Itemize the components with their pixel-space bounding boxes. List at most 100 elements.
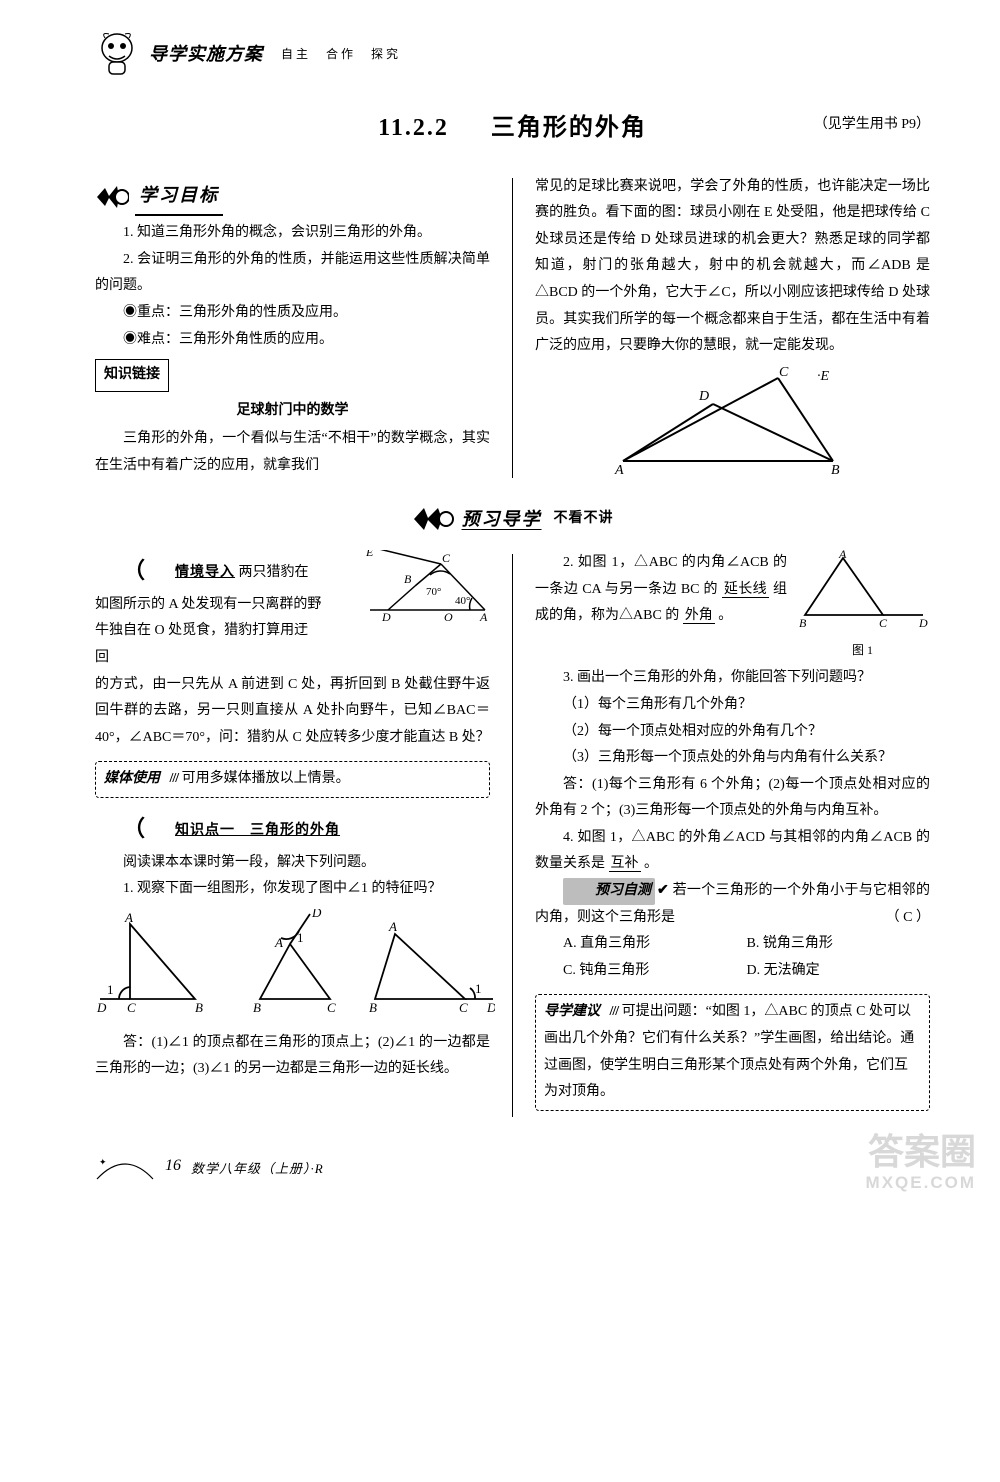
choices: A. 直角三角形 B. 锐角三角形 C. 钝角三角形 D. 无法确定 xyxy=(535,931,930,984)
kp1-head: 知识点一 三角形的外角 xyxy=(147,818,340,845)
svg-text:D: D xyxy=(311,909,322,920)
scene-block: A O D B C E 70° 40° （情境导入 两只猎豹在如图所示的 A 处… xyxy=(95,550,490,672)
svg-text:B: B xyxy=(831,463,840,476)
q2-block: A B C D 图 1 2. 如图 1，△ABC 的内角∠ACB 的一条边 CA… xyxy=(535,550,930,630)
q2-blank2: 外角 xyxy=(683,608,715,624)
svg-text:·E: ·E xyxy=(817,369,830,384)
svg-text:D: D xyxy=(698,389,709,404)
section-learning-goal: 学习目标 xyxy=(95,178,223,216)
slashes-icon: /// xyxy=(610,1004,619,1019)
scene-head: 情境导入 xyxy=(147,560,235,587)
self-test: 预习自测✔ 若一个三角形的一个外角小于与它相邻的内角，则这个三角形是 （ C ） xyxy=(535,878,930,931)
chapter-number: 11.2.2 xyxy=(378,115,449,141)
q3-p2: （2）每一个顶点处相对应的外角有几个？ xyxy=(535,719,930,746)
football-diagram: A B D C ·E xyxy=(603,366,863,476)
kl-right-para: 常见的足球比赛来说吧，学会了外角的性质，也许能决定一场比赛的胜负。看下面的图：球… xyxy=(535,174,930,360)
guide-box: 导学建议 /// 可提出问题：“如图 1，△ABC 的顶点 C 处可以画出几个外… xyxy=(535,994,930,1110)
lower-columns: A O D B C E 70° 40° （情境导入 两只猎豹在如图所示的 A 处… xyxy=(95,550,930,1121)
self-test-lead: 预习自测 xyxy=(563,878,655,905)
svg-text:A: A xyxy=(388,919,397,934)
book-sub: 自主 合作 探究 xyxy=(281,43,401,66)
svg-text:70°: 70° xyxy=(426,586,441,598)
media-lead: 媒体使用 xyxy=(104,771,160,786)
slashes-icon: /// xyxy=(170,771,179,786)
knowledge-link-sub: 足球射门中的数学 xyxy=(95,398,490,425)
chapter-title: 三角形的外角 xyxy=(491,115,647,141)
svg-text:A: A xyxy=(274,935,283,950)
choice-b: B. 锐角三角形 xyxy=(747,931,931,958)
ans1: 答：(1)∠1 的顶点都在三角形的顶点上；(2)∠1 的一边都是三角形的一边；(… xyxy=(95,1030,490,1083)
svg-text:C: C xyxy=(779,366,789,380)
column-separator xyxy=(512,554,513,1117)
svg-text:✦: ✦ xyxy=(99,1157,107,1167)
q3-p3: （3）三角形每一个顶点处的外角与内角有什么关系？ xyxy=(535,745,930,772)
goal-4: ◉难点：三角形外角性质的应用。 xyxy=(95,327,490,354)
media-text: 可用多媒体播放以上情景。 xyxy=(182,771,350,786)
svg-text:A: A xyxy=(479,610,488,622)
leopard-diagram: A O D B C E 70° 40° xyxy=(330,550,490,622)
paren-icon: （ xyxy=(123,816,145,841)
choice-a: A. 直角三角形 xyxy=(563,931,747,958)
kp1-p0: 阅读课本本课时第一段，解决下列问题。 xyxy=(95,850,490,877)
kp1-p1: 1. 观察下面一组图形，你发现了图中∠1 的特征吗？ xyxy=(95,876,490,903)
svg-text:C: C xyxy=(459,1000,468,1015)
page-ref: （见学生用书 P9） xyxy=(814,112,930,139)
book-header: 导学实施方案 自主 合作 探究 xyxy=(95,30,930,78)
preview-heading: 预习导学 xyxy=(462,502,542,536)
q3-p1: （1）每个三角形有几个外角？ xyxy=(535,692,930,719)
svg-text:D: D xyxy=(381,610,391,622)
svg-text:40°: 40° xyxy=(455,595,470,607)
burst-icon xyxy=(95,184,129,210)
upper-columns: 学习目标 1. 知道三角形外角的概念，会识别三角形的外角。 2. 会证明三角形的… xyxy=(95,174,930,482)
book-title: 导学实施方案 xyxy=(149,37,263,71)
svg-text:B: B xyxy=(253,1000,261,1015)
preview-tag: 不看不讲 xyxy=(554,506,614,533)
q4-a: 4. 如图 1，△ABC 的外角∠ACD 与其相邻的内角∠ACB 的数量关系是 xyxy=(535,830,930,872)
svg-text:B: B xyxy=(404,572,412,586)
paren-icon: （ xyxy=(123,558,145,583)
svg-text:D: D xyxy=(486,1000,495,1015)
knowledge-link-tag: 知识链接 xyxy=(95,359,169,392)
chapter-row: 11.2.2 三角形的外角 （见学生用书 P9） xyxy=(95,106,930,152)
footer-arc-icon: ✦ xyxy=(95,1157,155,1181)
goal-1: 1. 知道三角形外角的概念，会识别三角形的外角。 xyxy=(95,220,490,247)
q2-blank1: 延长线 xyxy=(722,582,769,598)
q3-p0: 3. 画出一个三角形的外角，你能回答下列问题吗？ xyxy=(535,665,930,692)
page-number: 16 xyxy=(165,1151,181,1181)
svg-text:C: C xyxy=(327,1000,336,1015)
fig1-caption: 图 1 xyxy=(795,639,930,662)
svg-text:A: A xyxy=(124,910,133,925)
self-test-ans: （ C ） xyxy=(858,905,930,932)
svg-text:C: C xyxy=(442,551,451,565)
q3-ans: 答：(1)每个三角形有 6 个外角；(2)每一个顶点处相对应的外角有 2 个；(… xyxy=(535,772,930,825)
svg-text:B: B xyxy=(195,1000,203,1015)
kl-left-para: 三角形的外角，一个看似与生活“不相干”的数学概念，其实在生活中有着广泛的应用，就… xyxy=(95,426,490,479)
q4-b: 。 xyxy=(644,856,658,871)
svg-text:1: 1 xyxy=(297,930,304,945)
svg-text:O: O xyxy=(444,610,453,622)
burst-icon xyxy=(412,506,454,532)
svg-text:C: C xyxy=(127,1000,136,1015)
goal-3: ◉重点：三角形外角的性质及应用。 xyxy=(95,300,490,327)
choice-c: C. 钝角三角形 xyxy=(563,958,747,985)
column-separator xyxy=(512,178,513,478)
preview-banner: 预习导学 不看不讲 xyxy=(95,502,930,536)
svg-text:A: A xyxy=(838,550,847,561)
fig1-diagram: A B C D xyxy=(795,550,930,628)
svg-text:C: C xyxy=(879,616,888,628)
goal-2: 2. 会证明三角形的外角的性质，并能运用这些性质解决简单的问题。 xyxy=(95,247,490,300)
svg-text:B: B xyxy=(369,1000,377,1015)
page-footer: ✦ 16 数学八年级（上册）·R xyxy=(95,1151,930,1181)
check-icon: ✔ xyxy=(657,883,669,898)
mascot-icon xyxy=(95,30,139,78)
svg-text:B: B xyxy=(799,616,807,628)
svg-text:D: D xyxy=(96,1000,107,1015)
svg-text:1: 1 xyxy=(475,981,482,996)
svg-text:1: 1 xyxy=(107,982,114,997)
guide-lead: 导学建议 xyxy=(544,1004,600,1019)
learning-goal-heading: 学习目标 xyxy=(135,178,223,216)
footer-text: 数学八年级（上册）·R xyxy=(191,1157,324,1182)
choice-d: D. 无法确定 xyxy=(747,958,931,985)
svg-text:D: D xyxy=(918,616,928,628)
triangle-group-diagram: A B C D 1 B C A D 1 A B C D 1 xyxy=(95,909,495,1024)
